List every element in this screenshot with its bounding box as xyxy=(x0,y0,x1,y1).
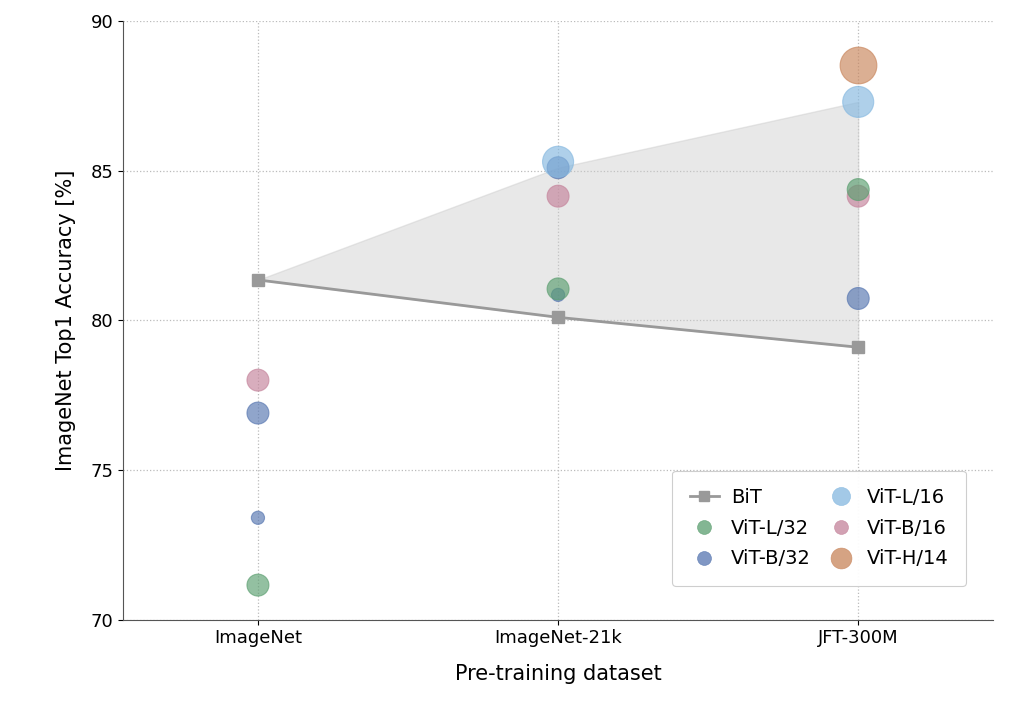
ViT-L/16 xyxy=(550,156,566,168)
ViT-L/32 xyxy=(550,283,566,294)
ViT-L/16 xyxy=(850,96,866,108)
BiT xyxy=(552,313,564,322)
ViT-B/32 xyxy=(550,162,566,173)
ViT-B/16 xyxy=(850,191,866,202)
ViT-H/14 xyxy=(850,59,866,70)
Line: BiT: BiT xyxy=(252,275,864,353)
ViT-B/32 xyxy=(250,408,266,419)
ViT-B/32 xyxy=(250,512,266,523)
BiT xyxy=(252,276,264,284)
ViT-L/32 xyxy=(250,579,266,591)
Legend: BiT, ViT-L/32, ViT-B/32, ViT-L/16, ViT-B/16, ViT-H/14: BiT, ViT-L/32, ViT-B/32, ViT-L/16, ViT-B… xyxy=(673,470,967,586)
BiT xyxy=(852,343,864,351)
ViT-L/32 xyxy=(850,184,866,195)
X-axis label: Pre-training dataset: Pre-training dataset xyxy=(455,664,662,684)
ViT-B/16 xyxy=(250,375,266,386)
ViT-B/32 xyxy=(850,293,866,304)
ViT-B/32 xyxy=(550,289,566,301)
Y-axis label: ImageNet Top1 Accuracy [%]: ImageNet Top1 Accuracy [%] xyxy=(56,170,76,471)
ViT-B/16 xyxy=(550,191,566,202)
